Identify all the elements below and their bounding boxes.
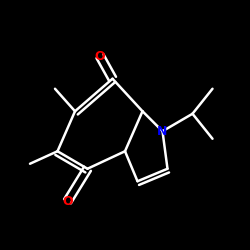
Text: N: N bbox=[157, 125, 168, 138]
Text: O: O bbox=[62, 195, 73, 208]
Text: O: O bbox=[95, 50, 105, 63]
